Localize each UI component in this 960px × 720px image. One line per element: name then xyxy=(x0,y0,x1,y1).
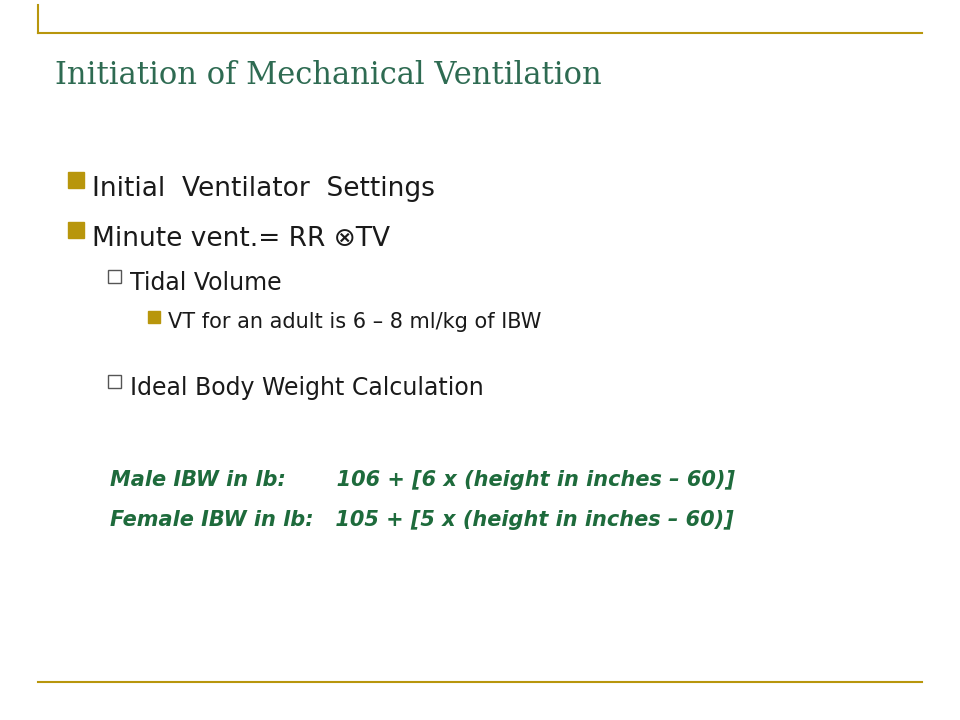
Bar xyxy=(148,311,160,323)
Text: Female IBW in lb:   105 + [5 x (height in inches – 60)]: Female IBW in lb: 105 + [5 x (height in … xyxy=(110,510,733,530)
FancyBboxPatch shape xyxy=(108,375,121,388)
Text: VT for an adult is 6 – 8 ml/kg of IBW: VT for an adult is 6 – 8 ml/kg of IBW xyxy=(168,312,541,332)
Text: Tidal Volume: Tidal Volume xyxy=(130,271,281,295)
Text: Minute vent.= RR ⊗TV: Minute vent.= RR ⊗TV xyxy=(92,226,390,252)
Text: Ideal Body Weight Calculation: Ideal Body Weight Calculation xyxy=(130,376,484,400)
FancyBboxPatch shape xyxy=(108,270,121,283)
Text: Male IBW in lb:       106 + [6 x (height in inches – 60)]: Male IBW in lb: 106 + [6 x (height in in… xyxy=(110,470,734,490)
Text: Initiation of Mechanical Ventilation: Initiation of Mechanical Ventilation xyxy=(55,60,602,91)
Bar xyxy=(68,222,84,238)
Bar xyxy=(68,172,84,188)
Text: Initial  Ventilator  Settings: Initial Ventilator Settings xyxy=(92,176,435,202)
